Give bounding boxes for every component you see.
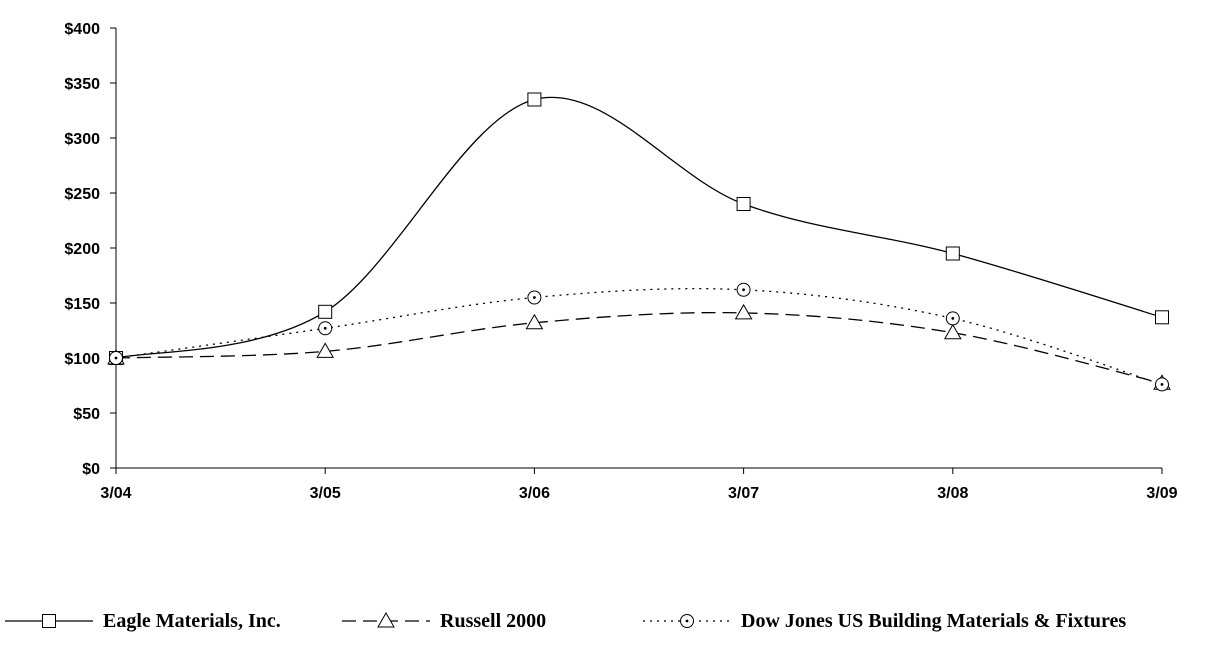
circle-marker-dot <box>1160 383 1164 386</box>
y-tick-label: $100 <box>64 351 100 368</box>
x-tick-label: 3/05 <box>310 485 341 502</box>
y-tick-label: $150 <box>64 296 100 313</box>
circle-marker <box>109 351 123 365</box>
legend-square-marker <box>42 614 56 628</box>
triangle-marker <box>316 342 335 358</box>
circle-marker <box>318 321 333 336</box>
series-line <box>115 96 1163 359</box>
y-tick-label: $0 <box>82 461 100 478</box>
circle-marker-dot <box>114 356 118 360</box>
circle-marker-dot <box>742 288 745 292</box>
axes: $0 $50 $100 $150 $200 $250 $300 $350 $400 3/04 3/0… <box>64 21 1177 502</box>
legend-item-1: Russell 2000 <box>342 610 546 632</box>
circle-marker <box>527 290 542 305</box>
x-tick-label: 3/07 <box>728 485 759 502</box>
square-marker <box>945 246 960 261</box>
series-1 <box>107 303 1171 390</box>
legend-item-2: Dow Jones US Building Materials & Fixtur… <box>643 610 1126 632</box>
series-line <box>115 311 1163 384</box>
square-marker <box>318 304 333 319</box>
x-tick-label: 3/06 <box>519 485 550 502</box>
y-tick-label: $300 <box>64 131 100 148</box>
legend-label: Dow Jones US Building Materials & Fixtur… <box>741 610 1126 632</box>
legend-item-0: Eagle Materials, Inc. <box>5 610 281 632</box>
circle-marker <box>945 311 960 326</box>
legend-circle-marker <box>680 614 694 628</box>
legend-label: Russell 2000 <box>440 610 546 632</box>
circle-marker-dot <box>533 296 536 299</box>
legend-label: Eagle Materials, Inc. <box>103 610 281 632</box>
legend-triangle-marker <box>377 611 395 628</box>
series-2 <box>109 282 1169 392</box>
y-tick-label: $350 <box>64 76 100 93</box>
series-line <box>115 287 1163 386</box>
y-tick-label: $200 <box>64 241 100 258</box>
circle-marker-dot <box>323 326 327 330</box>
series-layer <box>107 92 1171 392</box>
x-tick-label: 3/09 <box>1146 485 1177 502</box>
square-marker <box>1155 310 1169 325</box>
square-marker <box>527 92 542 107</box>
circle-marker <box>736 282 751 297</box>
circle-marker <box>1155 377 1169 392</box>
y-tick-label: $250 <box>64 186 100 203</box>
x-tick-label: 3/08 <box>937 485 968 502</box>
square-marker <box>736 197 751 211</box>
triangle-marker <box>943 323 962 340</box>
triangle-marker <box>525 313 544 330</box>
series-0 <box>109 92 1169 365</box>
triangle-marker <box>734 303 753 320</box>
circle-marker-dot <box>685 619 689 623</box>
y-tick-label: $50 <box>73 406 100 423</box>
x-tick-label: 3/04 <box>100 485 131 502</box>
circle-marker-dot <box>951 317 955 320</box>
legend: Eagle Materials, Inc. Russell 2000 Dow Jon… <box>5 610 1126 632</box>
y-tick-label: $400 <box>64 21 100 38</box>
